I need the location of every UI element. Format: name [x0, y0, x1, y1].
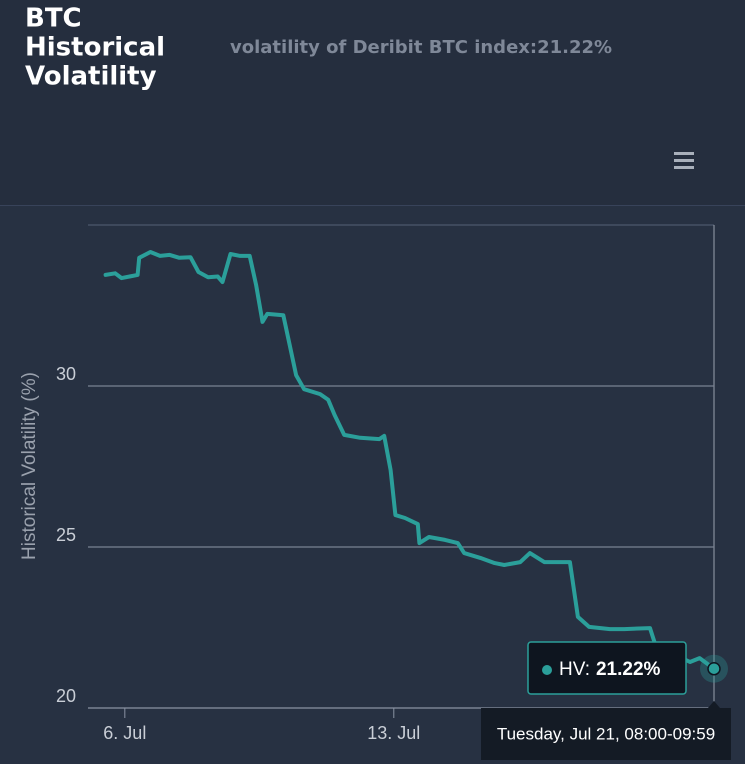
hover-point [707, 661, 721, 676]
line-series [103, 250, 716, 671]
tooltip-dot [542, 665, 552, 675]
x-tick-label: 6. Jul [103, 723, 146, 743]
y-tick-label: 25 [56, 525, 76, 545]
chart-title-line: Historical [25, 33, 165, 63]
x-crosshair-label-pointer [708, 701, 720, 708]
menu-button[interactable] [674, 152, 694, 169]
header-background [0, 0, 745, 205]
chart-title-line: BTC [25, 4, 82, 34]
y-tick-label: 20 [56, 686, 76, 706]
x-crosshair-label: Tuesday, Jul 21, 08:00-09:59 [497, 724, 715, 743]
tooltip-layer: HV: 21.22% Tuesday, Jul 21, 08:00-09:59 [481, 641, 731, 760]
plot [103, 250, 728, 683]
x-crosshair-label-box [481, 708, 731, 760]
x-tick-label: 13. Jul [367, 723, 420, 743]
chart-title-line: Volatility [25, 62, 157, 92]
menu-bar[interactable] [674, 159, 694, 162]
tooltip-box [527, 641, 687, 695]
menu-bar[interactable] [674, 166, 694, 169]
tooltip-label: HV: [559, 659, 590, 680]
menu-bar[interactable] [674, 152, 694, 155]
tooltip-text: HV: 21.22% [559, 659, 661, 680]
y-tick-label: 30 [56, 364, 76, 384]
chart-subtitle: volatility of Deribit BTC index:21.22% [230, 37, 612, 58]
tooltip-value: 21.22% [596, 659, 661, 680]
y-axis-title: Historical Volatility (%) [19, 372, 40, 560]
